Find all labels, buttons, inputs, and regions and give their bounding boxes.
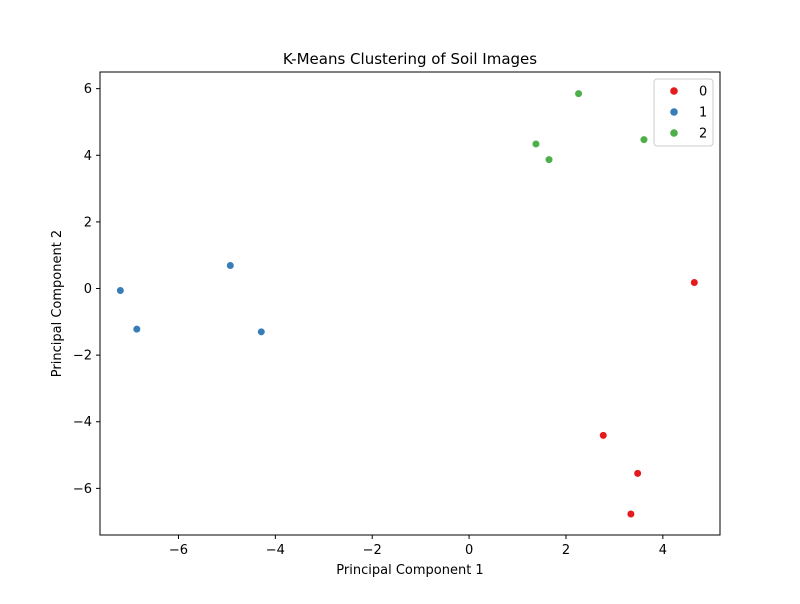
data-point-cluster-2	[544, 155, 554, 164]
data-point-cluster-0	[633, 469, 642, 478]
legend-box	[653, 78, 714, 147]
legend: 0 1 2	[653, 78, 714, 147]
chart-title: K-Means Clustering of Soil Images	[283, 50, 537, 68]
y-tick-label: −4	[73, 415, 92, 430]
legend-label: 0	[699, 85, 707, 100]
x-tick-label: 0	[465, 543, 473, 558]
data-point-cluster-1	[226, 261, 235, 270]
x-tick-label: −4	[266, 543, 285, 558]
data-point-cluster-0	[599, 431, 608, 440]
y-tick-label: −2	[73, 349, 92, 364]
x-tick-label: −6	[169, 543, 188, 558]
data-point-cluster-1	[116, 286, 125, 295]
plot-frame	[99, 71, 721, 536]
data-point-cluster-0	[626, 509, 635, 519]
legend-marker	[670, 108, 678, 116]
legend-marker	[670, 129, 678, 137]
y-tick-label: −6	[73, 482, 92, 497]
legend-marker	[670, 87, 678, 95]
y-tick-label: 6	[84, 82, 92, 97]
y-axis-label: Principal Component 2	[50, 230, 65, 377]
legend-label: 1	[699, 106, 707, 121]
y-tick-label: 4	[84, 149, 92, 164]
data-points	[116, 89, 699, 519]
axis-ticks: −6 −4 −2 0 2 4 −6 −4 −2 0 2 4 6	[73, 82, 667, 558]
x-axis-label: Principal Component 1	[336, 563, 483, 578]
data-point-cluster-1	[132, 325, 141, 334]
legend-label: 2	[699, 127, 707, 142]
data-point-cluster-0	[690, 278, 699, 287]
x-tick-label: 4	[659, 543, 667, 558]
data-point-cluster-2	[531, 139, 541, 149]
data-point-cluster-2	[639, 135, 649, 144]
data-point-cluster-2	[574, 89, 583, 98]
y-tick-label: 0	[84, 282, 92, 297]
y-tick-label: 2	[84, 215, 92, 230]
data-point-cluster-1	[257, 327, 266, 336]
x-tick-label: 2	[562, 543, 570, 558]
x-tick-label: −2	[363, 543, 382, 558]
